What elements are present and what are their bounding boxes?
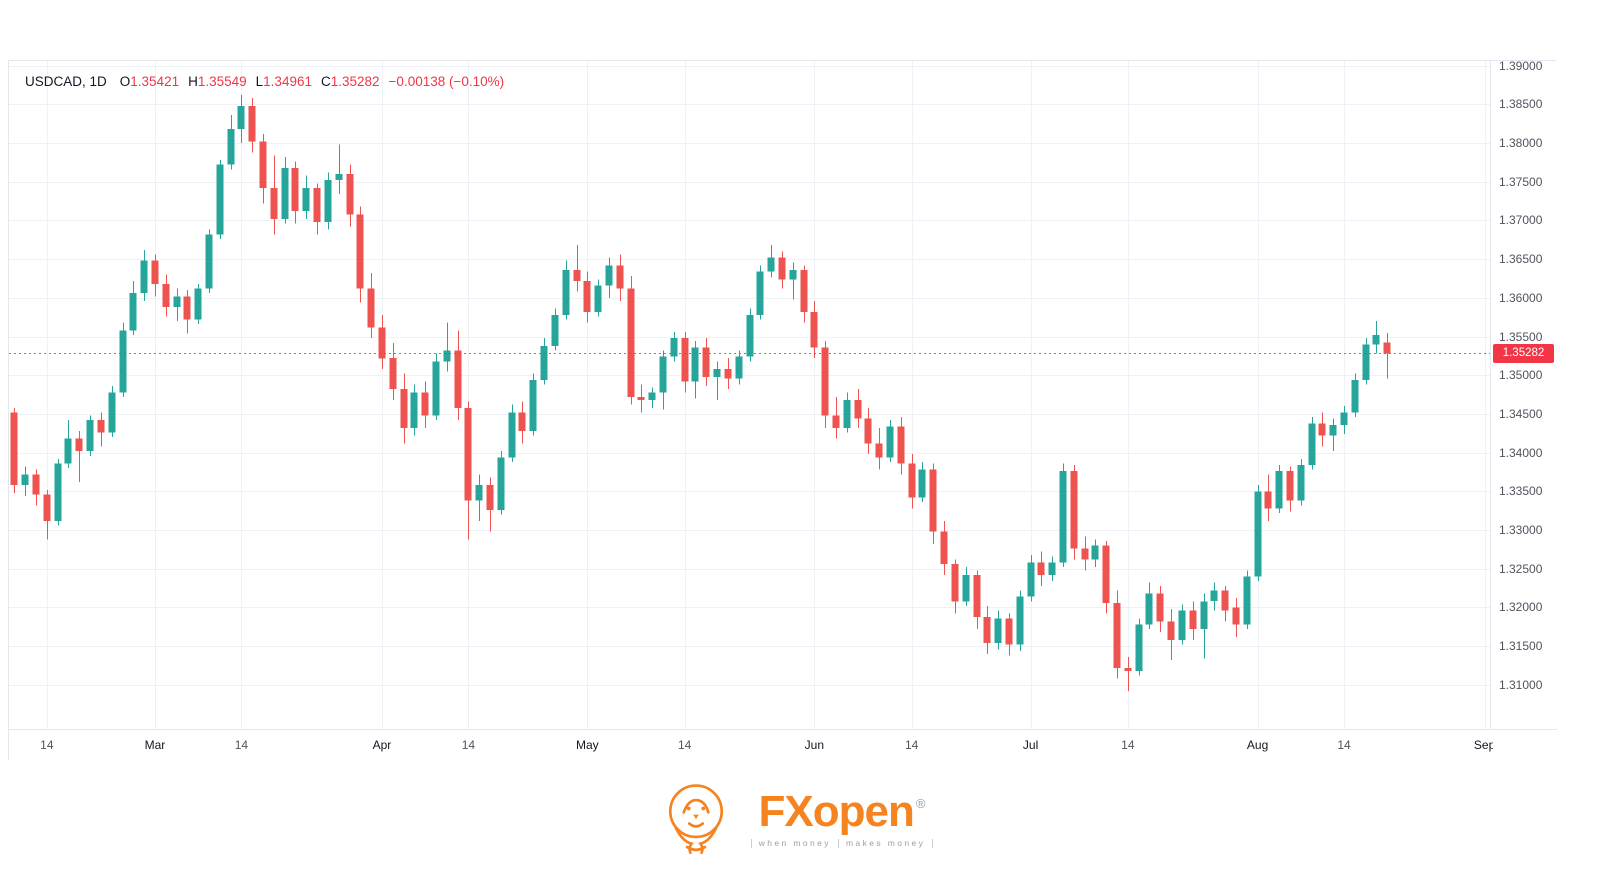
price-tick-label: 1.33000 — [1499, 523, 1543, 538]
price-tick-label: 1.33500 — [1499, 484, 1543, 499]
fxopen-watermark: FXopen ® when money makes money — [0, 780, 1600, 856]
time-axis[interactable]: 14 Mar 14 Apr 14 May 14 Jun 14 Jul 14 Aug 14 Sep — [9, 729, 1557, 760]
price-tick-label: 1.36500 — [1499, 252, 1543, 267]
fxopen-lion-logo-icon — [668, 784, 723, 854]
price-tick-label: 1.34500 — [1499, 406, 1543, 421]
time-tick-label: 14 — [677, 738, 692, 752]
price-tick-label: 1.37000 — [1499, 213, 1543, 228]
price-tick-label: 1.35000 — [1499, 368, 1543, 383]
time-tick-label: Mar — [144, 738, 166, 752]
legend-close: C1.35282 — [320, 74, 380, 89]
time-axis-labels: 14 Mar 14 Apr 14 May 14 Jun 14 Jul 14 Aug 14 Sep — [9, 730, 1493, 761]
legend-high: H1.35549 — [188, 74, 247, 89]
price-tick-label: 1.32500 — [1499, 561, 1543, 576]
price-tick-label: 1.31000 — [1499, 677, 1543, 692]
current-price-value: 1.35282 — [1502, 346, 1545, 359]
price-tick-label: 1.37500 — [1499, 174, 1543, 189]
price-tick-label: 1.38500 — [1499, 97, 1543, 112]
time-tick-label: May — [576, 738, 599, 752]
time-tick-label: Sep — [1473, 738, 1493, 752]
fxopen-brand-name: FXopen ® — [758, 787, 926, 836]
time-tick-label: Jun — [804, 738, 825, 752]
time-tick-label: Aug — [1246, 738, 1269, 752]
legend-open: O1.35421 — [119, 74, 180, 89]
time-tick-label: 14 — [234, 738, 249, 752]
legend-change: −0.00138 (−0.10%) — [388, 74, 505, 89]
chart-panel: USDCAD, 1D O1.35421 H1.35549 L1.34961 C1… — [8, 60, 1557, 760]
registered-mark: ® — [915, 796, 926, 811]
time-tick-label: Jul — [1022, 738, 1039, 752]
tagline-divider — [750, 838, 752, 848]
price-tick-label: 1.35500 — [1499, 329, 1543, 344]
time-tick-label: 14 — [461, 738, 476, 752]
time-tick-label: 14 — [40, 738, 54, 752]
legend-low: L1.34961 — [255, 74, 312, 89]
price-tick-label: 1.31500 — [1499, 639, 1543, 654]
price-tick-label: 1.39000 — [1499, 61, 1543, 73]
time-tick-label: Apr — [372, 738, 392, 752]
time-tick-label: 14 — [1337, 738, 1351, 752]
tagline-divider — [932, 838, 934, 848]
price-tick-label: 1.32000 — [1499, 600, 1543, 615]
symbol-title[interactable]: USDCAD, 1D — [25, 74, 107, 89]
tagline-divider — [837, 838, 839, 848]
symbol-legend: USDCAD, 1D O1.35421 H1.35549 L1.34961 C1… — [25, 74, 504, 89]
price-tick-label: 1.38000 — [1499, 136, 1543, 151]
chart-plot-area[interactable]: USDCAD, 1D O1.35421 H1.35549 L1.34961 C1… — [9, 61, 1490, 729]
price-tick-label: 1.34000 — [1499, 445, 1543, 460]
fxopen-wordmark: FXopen ® when money makes money — [744, 780, 941, 848]
fxopen-tagline: when money makes money — [744, 838, 941, 848]
price-tick-label: 1.36000 — [1499, 290, 1543, 305]
time-tick-label: 14 — [1121, 738, 1135, 752]
price-axis[interactable]: 1.35282 1.39000 1.38500 1.38000 1.37500 1.37… — [1490, 61, 1557, 729]
candlestick-chart[interactable] — [9, 61, 1490, 729]
current-price-tag: 1.35282 — [1493, 343, 1554, 363]
time-tick-label: 14 — [904, 738, 919, 752]
